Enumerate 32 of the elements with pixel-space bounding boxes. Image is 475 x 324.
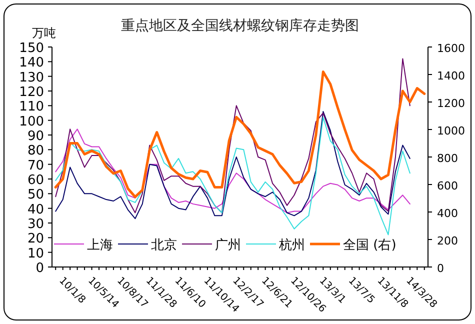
y-tick-label: 110 [19,100,44,115]
y-tick-label: 10 [27,246,44,262]
y-tick-label: 90 [27,129,44,144]
y-tick-label: 120 [19,85,44,100]
y-tick-label: 0 [36,261,44,276]
legend-label: 广州 [215,238,241,253]
y-tick-label: 50 [27,188,44,203]
legend-label: 杭州 [278,238,305,253]
y-tick-label: 140 [19,56,44,71]
chart-title: 重点地区及全国线材螺纹钢库存走势图 [121,18,359,34]
y-tick-label: 40 [27,202,44,218]
y-tick-label: 130 [19,70,44,86]
y-tick-label: 60 [27,173,44,188]
y-tick-label: 30 [27,217,44,232]
y2-tick-label: 600 [437,180,458,192]
y-tick-label: 20 [27,232,44,247]
y2-tick-label: 400 [437,207,458,220]
legend-label: 全国 (右) [343,238,396,253]
y-axis-title: 万吨 [32,26,56,40]
y-tick-label: 100 [19,114,44,130]
y2-tick-label: 1600 [437,42,465,55]
y-tick-label: 70 [27,158,44,174]
y2-tick-label: 200 [437,234,458,248]
y2-tick-label: 1200 [437,97,465,110]
y2-tick-label: 800 [437,152,458,165]
y2-tick-label: 1000 [437,124,465,138]
y-tick-label: 80 [27,144,44,159]
y2-tick-label: 1400 [437,70,465,82]
y-tick-label: 150 [19,41,44,56]
legend-label: 北京 [151,238,177,253]
legend-label: 上海 [87,238,113,253]
y2-tick-label: 0 [437,262,444,275]
